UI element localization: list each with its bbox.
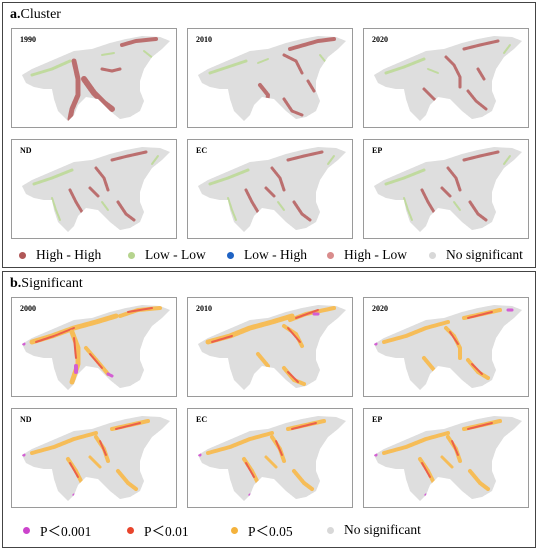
raster-grid-overlay — [374, 416, 522, 501]
legend-item-high-high: High - High — [19, 244, 101, 266]
region-map — [22, 147, 170, 232]
region-map — [22, 416, 170, 501]
significance-map-nd: ND — [11, 408, 177, 508]
legend-label: No significant — [446, 247, 523, 262]
legend-label: P＜0.01 — [144, 524, 189, 539]
significance-section-title-text: Significant — [21, 276, 83, 291]
legend-dot — [327, 526, 334, 534]
legend-item-low-low: Low - Low — [128, 244, 206, 266]
legend-dot — [227, 251, 234, 259]
raster-grid-overlay — [198, 147, 346, 232]
raster-grid-overlay — [374, 36, 522, 121]
cluster-section-title: a.Cluster — [10, 7, 61, 23]
raster-grid-overlay — [374, 147, 522, 232]
legend-item-p01: P＜0.01 — [127, 519, 189, 541]
cluster-map-2010: 2010 — [187, 28, 353, 128]
cluster-section-letter: a. — [10, 7, 21, 22]
raster-grid-overlay — [22, 147, 170, 232]
significance-section-title: b.Significant — [10, 276, 83, 292]
map-label: 2020 — [372, 304, 388, 313]
legend-label: P＜0.001 — [40, 524, 92, 539]
significance-map-2000: 2000 — [11, 297, 177, 397]
legend-item-high-low: High - Low — [327, 244, 407, 266]
cluster-map-ep: EP — [363, 139, 529, 239]
legend-item-low-high: Low - High — [227, 244, 307, 266]
raster-grid-overlay — [22, 416, 170, 501]
legend-item-no-significant: No significant — [327, 519, 421, 541]
raster-grid-overlay — [22, 305, 170, 390]
legend-dot — [231, 526, 238, 534]
raster-grid-overlay — [374, 305, 522, 390]
legend-dot — [127, 526, 134, 534]
legend-dot — [327, 251, 334, 259]
raster-grid-overlay — [198, 36, 346, 121]
significance-map-2020: 2020 — [363, 297, 529, 397]
map-label: 2010 — [196, 35, 212, 44]
significance-section-letter: b. — [10, 276, 22, 291]
significance-map-ep: EP — [363, 408, 529, 508]
legend-label: Low - High — [244, 247, 307, 262]
cluster-section-title-text: Cluster — [20, 7, 61, 22]
legend-label: No significant — [344, 522, 421, 537]
cluster-map-nd: ND — [11, 139, 177, 239]
map-band-p001 — [424, 493, 430, 501]
map-band-p001 — [248, 493, 254, 501]
region-map — [198, 305, 346, 390]
legend-dot — [128, 251, 135, 259]
legend-item-no-significant: No significant — [429, 244, 523, 266]
map-label: EC — [196, 146, 208, 155]
map-label: ND — [20, 146, 32, 155]
map-label: 2000 — [20, 304, 36, 313]
map-label: 2010 — [196, 304, 212, 313]
significance-legend: P＜0.001 P＜0.01 P＜0.05 No significant — [3, 519, 537, 541]
region-map — [22, 36, 170, 121]
map-label: 2020 — [372, 35, 388, 44]
map-band-p001 — [72, 493, 78, 501]
cluster-map-ec: EC — [187, 139, 353, 239]
region-map — [374, 147, 522, 232]
region-map — [374, 36, 522, 121]
map-label: EP — [372, 415, 383, 424]
legend-item-p05: P＜0.05 — [231, 519, 293, 541]
region-map — [374, 416, 522, 501]
map-label: ND — [20, 415, 32, 424]
legend-label: High - High — [36, 247, 102, 262]
region-map — [198, 147, 346, 232]
cluster-section: a.Cluster 1990 2010 2020 ND EC EP High -… — [2, 2, 536, 268]
cluster-map-1990: 1990 — [11, 28, 177, 128]
map-label: 1990 — [20, 35, 36, 44]
legend-item-p001: P＜0.001 — [23, 519, 91, 541]
region-map — [198, 416, 346, 501]
legend-dot — [19, 251, 26, 259]
region-map — [22, 305, 170, 390]
significance-section: b.Significant 2000 2010 2020 ND EC EP P＜… — [2, 271, 536, 548]
legend-label: High - Low — [344, 247, 407, 262]
cluster-legend: High - High Low - Low Low - High High - … — [3, 244, 537, 266]
significance-map-ec: EC — [187, 408, 353, 508]
map-band-p001 — [258, 372, 264, 380]
raster-grid-overlay — [198, 305, 346, 390]
raster-grid-overlay — [198, 416, 346, 501]
legend-label: P＜0.05 — [248, 524, 293, 539]
region-map — [198, 36, 346, 121]
map-label: EC — [196, 415, 208, 424]
raster-grid-overlay — [22, 36, 170, 121]
cluster-map-2020: 2020 — [363, 28, 529, 128]
legend-label: Low - Low — [145, 247, 206, 262]
region-map — [374, 305, 522, 390]
significance-map-2010: 2010 — [187, 297, 353, 397]
legend-dot — [23, 526, 30, 534]
map-label: EP — [372, 146, 383, 155]
legend-dot — [429, 251, 436, 259]
